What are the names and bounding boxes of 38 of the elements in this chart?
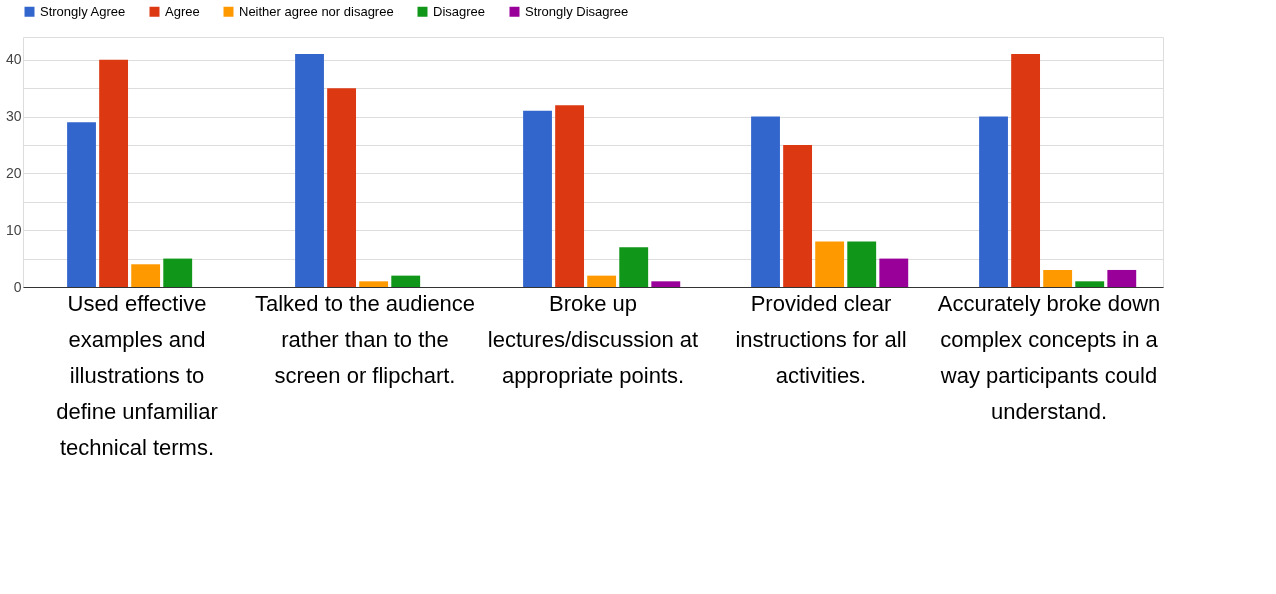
bar (979, 116, 1008, 287)
bar (295, 54, 324, 287)
bar (327, 88, 357, 287)
y-tick-label: 20 (5, 164, 22, 181)
bar (67, 122, 96, 287)
x-tick-label: Used effective examples and illustrations to define unfamiliar technical terms. (56, 290, 218, 460)
x-tick-label: Broke up lectures/discussion at appropriate points. (487, 290, 699, 388)
bar (1107, 269, 1137, 287)
bar (651, 281, 681, 287)
bar (815, 241, 845, 287)
bar (847, 241, 877, 287)
y-tick-label: 0 (13, 278, 22, 295)
x-tick-label: Accurately broke down complex concepts in a way participants could understand. (937, 290, 1161, 424)
y-tick-label: 10 (5, 221, 22, 238)
y-tick-label: 40 (5, 51, 22, 68)
bar (131, 264, 161, 287)
x-tick-label: Provided clear instructions for all activities. (735, 290, 907, 388)
bar (1075, 281, 1105, 287)
bar (619, 247, 649, 287)
bar (391, 275, 421, 287)
bar (163, 258, 193, 287)
legend-label: Agree (165, 3, 200, 19)
legend-label: Disagree (433, 3, 486, 19)
bar (359, 281, 389, 287)
y-tick-label: 30 (5, 108, 22, 125)
bar (99, 59, 129, 287)
legend-label: Strongly Agree (40, 3, 126, 19)
bar (587, 275, 617, 287)
bar (1043, 269, 1073, 287)
bar (751, 116, 780, 287)
legend-label: Strongly Disagree (525, 3, 629, 19)
legend-label: Neither agree nor disagree (239, 3, 394, 19)
bar (523, 110, 552, 287)
bar (783, 144, 813, 287)
bar (879, 258, 909, 287)
x-tick-label: Talked to the audience rather than to the screen or flipchart. (254, 290, 476, 388)
bar (555, 105, 585, 287)
bar (1011, 54, 1041, 287)
